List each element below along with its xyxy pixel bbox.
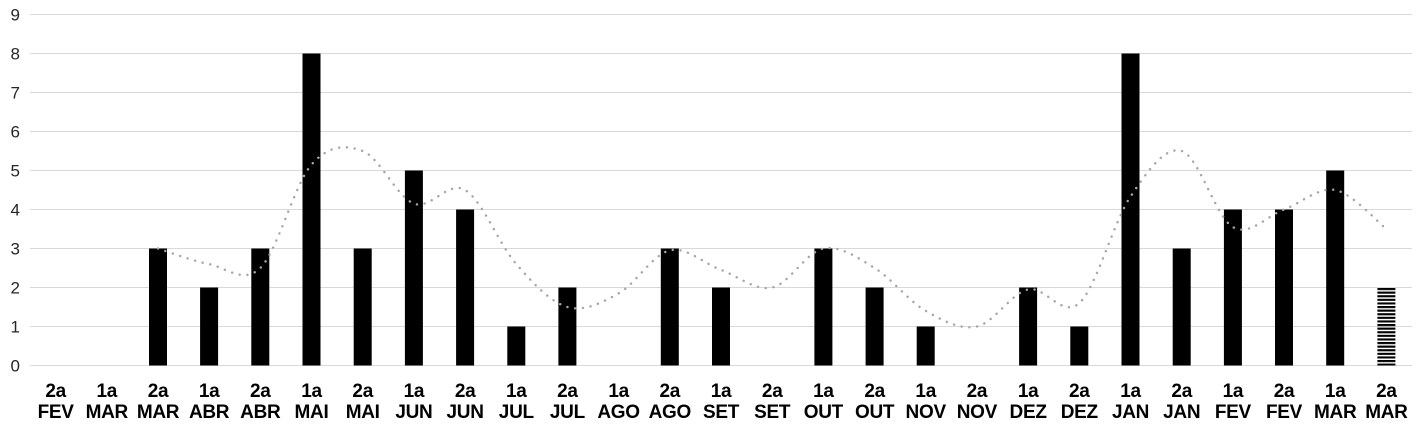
x-label-month: JUN bbox=[447, 402, 484, 423]
trend-curve bbox=[156, 146, 1388, 329]
x-label-period: 2a bbox=[967, 381, 988, 402]
y-tick-label-0: 0 bbox=[11, 357, 20, 376]
x-label-month: AGO bbox=[597, 402, 639, 423]
x-label-month: JAN bbox=[1112, 402, 1149, 423]
x-label-month: MAR bbox=[1365, 402, 1408, 423]
bar bbox=[916, 326, 935, 366]
y-tick-label-7: 7 bbox=[11, 84, 20, 103]
x-label-period: 2a bbox=[1274, 381, 1295, 402]
x-label-period: 2a bbox=[1171, 381, 1192, 402]
x-label-period: 2a bbox=[45, 381, 66, 402]
x-label-month: MAI bbox=[295, 402, 329, 423]
x-label-period: 2a bbox=[660, 381, 681, 402]
x-label-period: 1a bbox=[813, 381, 834, 402]
x-label-period: 1a bbox=[1223, 381, 1244, 402]
x-label-month: MAR bbox=[1314, 402, 1357, 423]
x-label-month: FEV bbox=[38, 402, 75, 423]
x-label-month: JUL bbox=[550, 402, 586, 423]
x-label-month: OUT bbox=[855, 402, 895, 423]
x-label-period: 2a bbox=[762, 381, 783, 402]
bars bbox=[149, 53, 1396, 366]
y-tick-label-1: 1 bbox=[11, 318, 20, 337]
bar bbox=[353, 248, 372, 366]
y-tick-label-4: 4 bbox=[11, 201, 20, 220]
x-label-month: AGO bbox=[649, 402, 691, 423]
y-tick-label-2: 2 bbox=[11, 279, 20, 298]
x-label-month: NOV bbox=[906, 402, 947, 423]
x-label-period: 1a bbox=[1018, 381, 1039, 402]
x-label-month: JAN bbox=[1163, 402, 1200, 423]
y-tick-label-8: 8 bbox=[11, 45, 20, 64]
x-label-period: 1a bbox=[404, 381, 425, 402]
y-tick-label-9: 9 bbox=[11, 6, 20, 25]
bar bbox=[404, 170, 423, 366]
bar bbox=[1070, 326, 1089, 366]
x-label-period: 1a bbox=[301, 381, 322, 402]
x-label-month: JUL bbox=[499, 402, 535, 423]
x-label-period: 1a bbox=[711, 381, 732, 402]
bar bbox=[660, 248, 679, 366]
bar bbox=[558, 287, 577, 366]
x-label-month: MAR bbox=[137, 402, 180, 423]
bar bbox=[1326, 170, 1345, 366]
bar bbox=[149, 248, 167, 366]
x-label-period: 2a bbox=[250, 381, 271, 402]
bar bbox=[200, 287, 219, 366]
x-label-period: 2a bbox=[1376, 381, 1397, 402]
y-axis-labels: 0 1 2 3 4 5 6 7 8 9 bbox=[11, 6, 20, 376]
bar bbox=[712, 287, 730, 366]
x-label-month: JUN bbox=[395, 402, 432, 423]
x-label-month: NOV bbox=[957, 402, 998, 423]
x-label-month: OUT bbox=[804, 402, 844, 423]
x-label-month: ABR bbox=[189, 402, 230, 423]
bar bbox=[302, 53, 321, 366]
x-label-month: SET bbox=[754, 402, 791, 423]
x-label-month: DEZ bbox=[1061, 402, 1099, 423]
x-axis-labels: 2aFEV1aMAR2aMAR1aABR2aABR1aMAI2aMAI1aJUN… bbox=[38, 381, 1409, 423]
x-label-month: MAI bbox=[346, 402, 380, 423]
x-label-period: 2a bbox=[864, 381, 885, 402]
x-label-period: 2a bbox=[455, 381, 476, 402]
x-label-period: 1a bbox=[97, 381, 118, 402]
x-label-month: FEV bbox=[1215, 402, 1252, 423]
bar bbox=[1275, 209, 1293, 366]
bar bbox=[1223, 209, 1242, 366]
bar bbox=[456, 209, 475, 366]
x-label-period: 1a bbox=[199, 381, 220, 402]
bar-hatched bbox=[1377, 287, 1396, 366]
x-label-period: 1a bbox=[915, 381, 936, 402]
x-label-period: 1a bbox=[608, 381, 629, 402]
bar bbox=[814, 248, 833, 366]
y-tick-label-6: 6 bbox=[11, 123, 20, 142]
bar bbox=[507, 326, 526, 366]
x-label-month: FEV bbox=[1266, 402, 1303, 423]
y-tick-label-3: 3 bbox=[11, 240, 20, 259]
bar bbox=[865, 287, 884, 366]
x-label-month: ABR bbox=[240, 402, 281, 423]
bar bbox=[251, 248, 270, 366]
bar bbox=[1172, 248, 1191, 366]
bar bbox=[1121, 53, 1140, 366]
x-label-month: SET bbox=[703, 402, 740, 423]
bar bbox=[1019, 287, 1038, 366]
x-label-period: 1a bbox=[1325, 381, 1346, 402]
x-label-period: 2a bbox=[557, 381, 578, 402]
x-label-period: 2a bbox=[352, 381, 373, 402]
x-label-period: 2a bbox=[148, 381, 169, 402]
x-label-period: 1a bbox=[506, 381, 527, 402]
x-label-period: 2a bbox=[1069, 381, 1090, 402]
x-label-month: MAR bbox=[86, 402, 129, 423]
x-label-month: DEZ bbox=[1010, 402, 1048, 423]
y-tick-label-5: 5 bbox=[11, 162, 20, 181]
x-label-period: 1a bbox=[1120, 381, 1141, 402]
trend-dotted-line bbox=[156, 146, 1388, 329]
